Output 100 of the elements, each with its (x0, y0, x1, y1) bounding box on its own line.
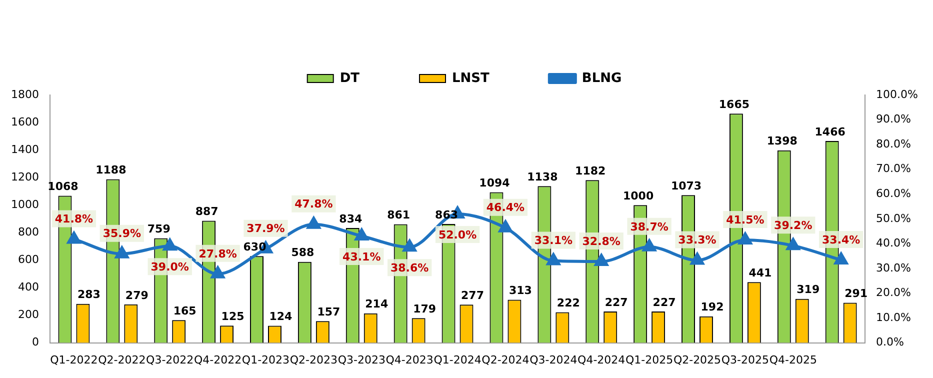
point (402, 240, 416, 252)
data-label: 47.8% (294, 198, 333, 211)
data-label: 319 (796, 283, 820, 296)
data-label: 124 (269, 310, 293, 324)
data-label: 588 (291, 246, 314, 260)
x-tick-label: Q1-2025 (625, 353, 674, 366)
x-tick-label: Q1-2023 (242, 353, 290, 366)
x-tick-label: Q2-2022 (98, 353, 146, 366)
data-label: 179 (413, 302, 436, 316)
point (354, 228, 368, 240)
x-tick-label: Q4-2022 (194, 353, 242, 366)
point (834, 252, 848, 265)
point (786, 238, 800, 250)
y-tick-label: 1200 (10, 170, 39, 184)
x-tick-label: Q2-2025 (673, 353, 722, 366)
data-label: 41.5% (726, 213, 764, 226)
y-tick-label: 600 (18, 253, 39, 266)
point (67, 232, 81, 244)
data-label: 39.0% (150, 260, 189, 274)
point (642, 239, 656, 252)
x-tick-label: Q3-2022 (146, 353, 194, 366)
y-tick-label: 400 (18, 280, 39, 294)
x-tick-label: Q4-2023 (386, 353, 434, 366)
x-tick-label: Q2-2023 (290, 353, 338, 366)
y2-tick-label: 90.0% (876, 112, 912, 126)
y2-tick-label: 10.0% (876, 310, 912, 324)
data-label: 887 (195, 205, 218, 218)
x-tick-label: Q1-2022 (50, 353, 98, 366)
data-label: 165 (173, 304, 196, 318)
y-tick-label: 1400 (10, 142, 39, 156)
y-tick-label: 1600 (10, 115, 39, 128)
point (738, 232, 752, 244)
legend-label: LNST (452, 70, 490, 86)
data-label: 1000 (623, 189, 654, 202)
data-label: 279 (125, 288, 148, 302)
data-label: 38.6% (390, 262, 429, 275)
data-label: 227 (652, 296, 676, 309)
point (546, 253, 560, 266)
data-label: 1068 (48, 180, 78, 194)
data-label: 1188 (96, 164, 126, 177)
y2-tick-label: 30.0% (876, 261, 912, 274)
y-tick-label: 0 (32, 336, 39, 349)
y2-tick-label: 70.0% (876, 162, 912, 176)
y2-tick-label: 100.0% (876, 88, 918, 101)
data-label: 52.0% (438, 228, 477, 242)
data-label: 1398 (766, 134, 798, 148)
data-label: 1182 (575, 164, 606, 178)
data-label: 861 (387, 208, 410, 222)
data-label: 834 (339, 212, 362, 226)
data-label: 441 (748, 266, 772, 280)
data-label: 33.1% (534, 234, 572, 248)
point (594, 254, 608, 266)
x-tick-label: Q3-2024 (530, 353, 578, 366)
data-label: 27.8% (198, 247, 237, 260)
data-label: 46.4% (486, 201, 525, 214)
data-label: 39.2% (774, 219, 812, 232)
data-label: 32.8% (582, 234, 620, 248)
y-tick-label: 800 (18, 226, 39, 239)
point (690, 252, 704, 265)
data-label: 41.8% (54, 212, 94, 226)
data-label: 43.1% (342, 250, 381, 264)
y2-tick-label: 50.0% (876, 212, 912, 225)
point (306, 216, 320, 229)
y2-tick-label: 20.0% (876, 286, 912, 300)
data-label: 1094 (479, 176, 510, 190)
data-label: 313 (508, 284, 532, 298)
y-tick-label: 1800 (10, 88, 39, 101)
point (115, 246, 129, 258)
data-label: 283 (77, 288, 100, 302)
x-tick-label: Q2-2024 (482, 353, 530, 366)
data-label: 214 (365, 298, 388, 311)
legend-label: DT (340, 70, 360, 86)
y2-tick-label: 40.0% (876, 236, 912, 250)
x-tick-label: Q3-2025 (721, 353, 770, 366)
data-label: 277 (461, 289, 484, 302)
y2-tick-label: 0.0% (876, 336, 904, 349)
y-tick-label: 1000 (10, 198, 39, 211)
data-label: 222 (556, 296, 580, 310)
data-label: 759 (147, 222, 170, 236)
x-tick-label: Q3-2023 (338, 353, 386, 366)
y2-tick-label: 80.0% (876, 137, 912, 150)
data-label: 35.9% (102, 227, 141, 240)
data-label: 192 (700, 300, 724, 314)
data-label: 157 (317, 306, 340, 319)
x-tick-label: Q4-2024 (578, 353, 626, 366)
data-label: 291 (844, 287, 868, 300)
data-label: 37.9% (246, 222, 285, 236)
data-label: 33.3% (678, 234, 716, 247)
data-label: 125 (221, 310, 244, 323)
point (498, 220, 512, 232)
data-label: 1073 (670, 179, 702, 192)
x-tick-label: Q1-2024 (434, 353, 482, 366)
data-label: 1466 (814, 125, 846, 138)
legend-label: BLNG (582, 70, 622, 86)
x-tick-label: Q4-2025 (769, 353, 817, 366)
y-tick-label: 200 (18, 308, 39, 322)
y2-tick-label: 60.0% (876, 186, 912, 200)
data-label: 227 (604, 296, 628, 309)
data-label: 38.7% (630, 220, 668, 234)
point (163, 238, 177, 251)
